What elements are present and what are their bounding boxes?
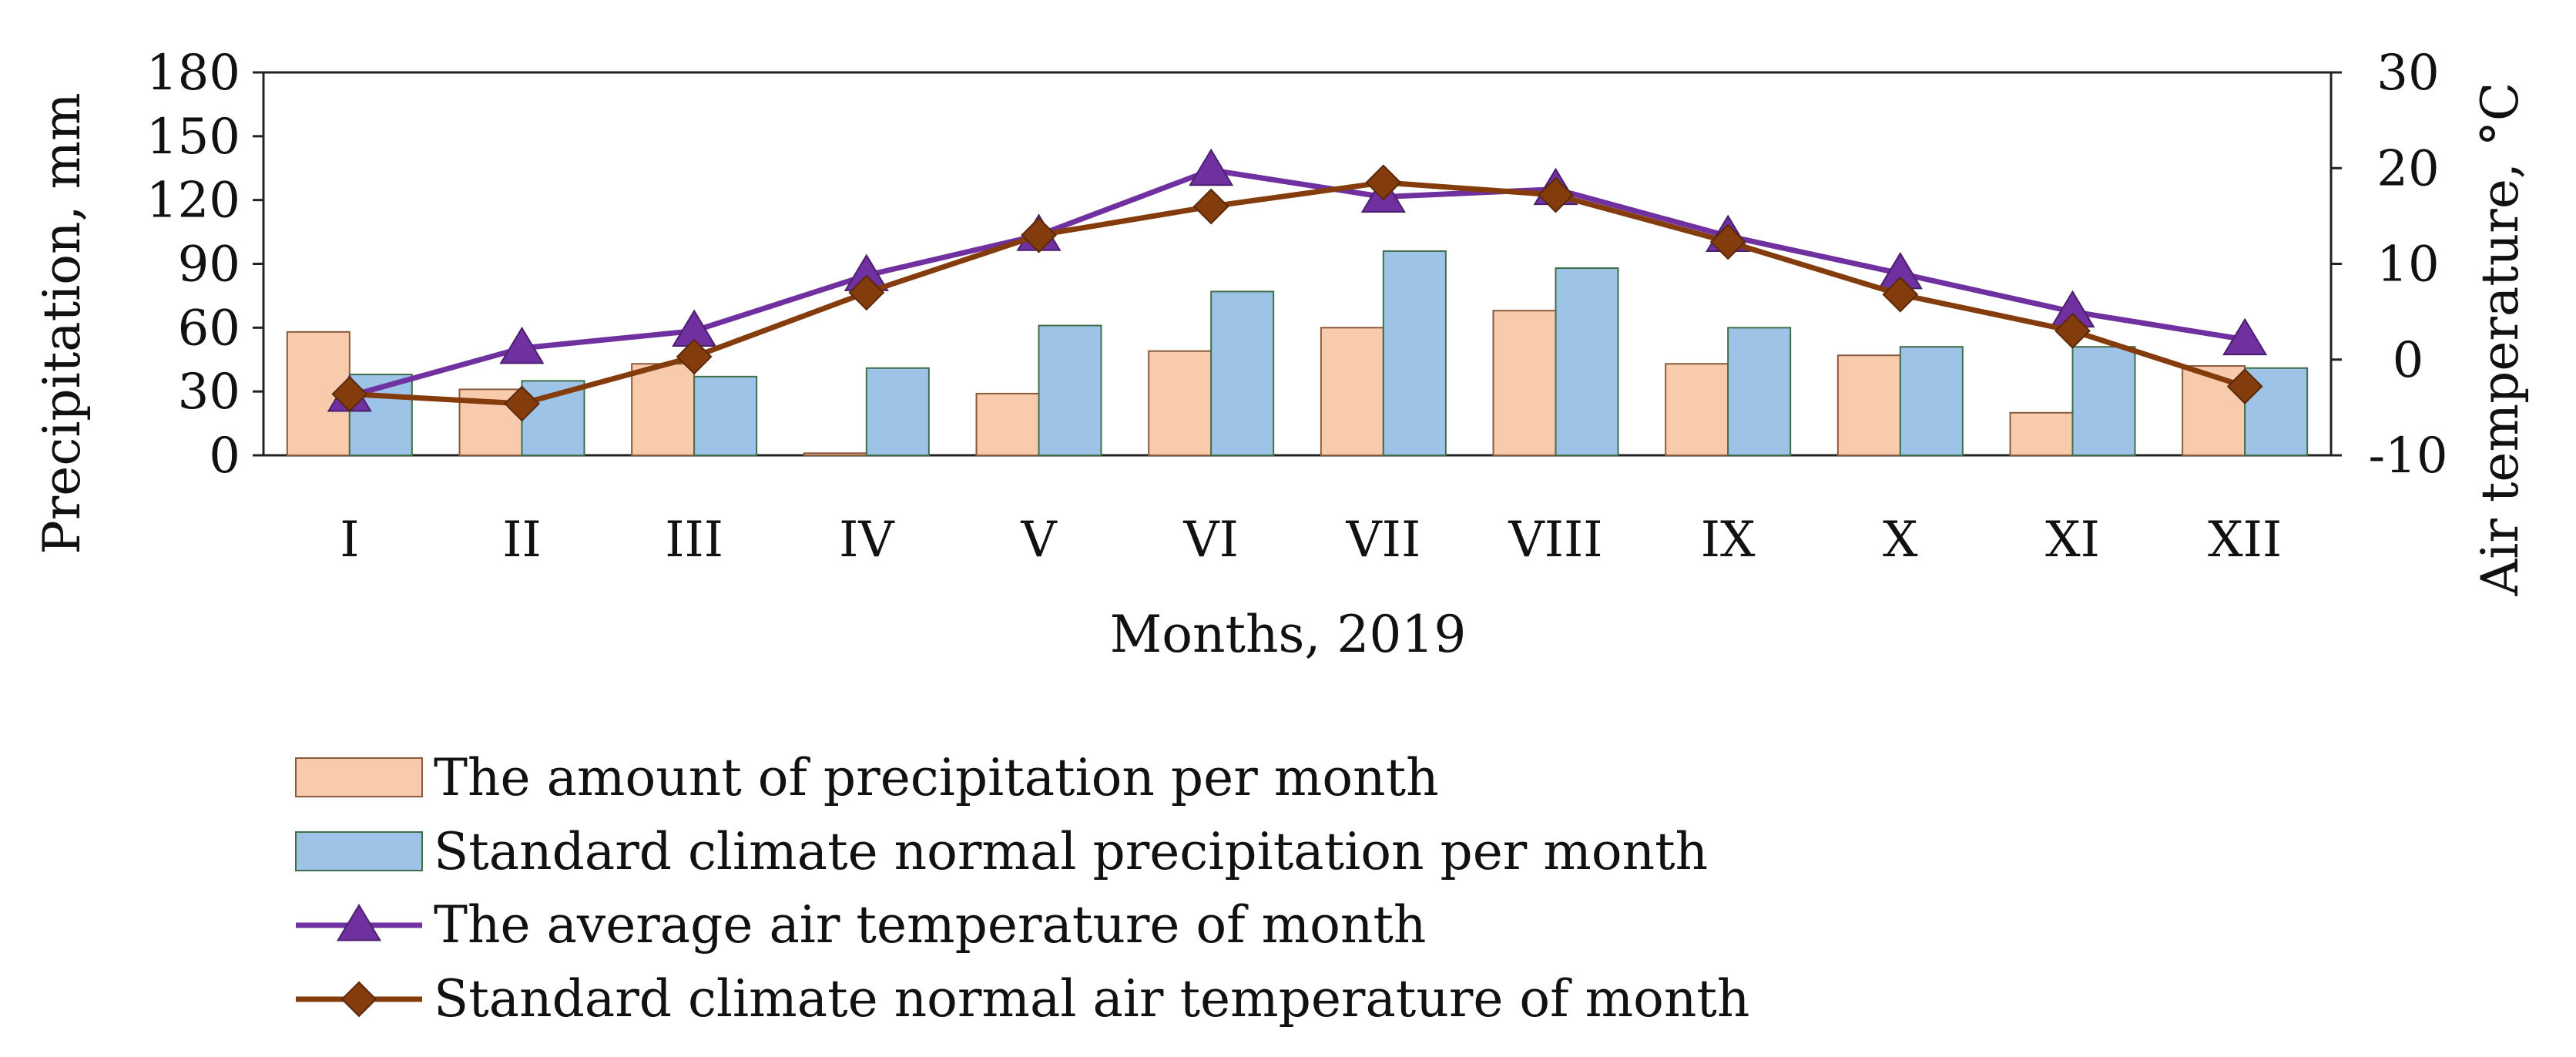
normal-temp-point-I — [331, 376, 368, 412]
y2-axis-title: Air temperature, °C — [2470, 82, 2530, 597]
avg-temp-point-II — [499, 326, 545, 364]
legend-marker-2 — [336, 904, 382, 941]
left-axis-ticks: 0 30 60 90 120 150 180 — [146, 45, 263, 485]
normal-temp-point-IX — [1709, 223, 1746, 260]
legend-marker-3 — [340, 981, 377, 1018]
normal-temp-point-III — [676, 338, 713, 375]
x-tick-label: VIII — [1508, 512, 1602, 569]
y-axis-title: Precipitation, mm — [32, 92, 92, 554]
y-tick-label: 120 — [146, 173, 240, 230]
bar-precipitation-VI — [1148, 350, 1213, 457]
bar-normal-precipitation-IV — [865, 367, 930, 456]
legend-label-1: Standard climate normal precipitation pe… — [434, 822, 1708, 881]
y-tick-label: 150 — [146, 109, 240, 166]
legend: The amount of precipitation per month Sta… — [295, 748, 1749, 1028]
x-tick-label: I — [340, 512, 359, 569]
x-tick-label: X — [1883, 512, 1918, 569]
legend-swatch-1 — [295, 831, 423, 871]
line-avg-temperature — [348, 167, 2246, 399]
legend-swatch-0 — [295, 757, 423, 797]
normal-temp-point-VII — [1365, 164, 1402, 201]
lines-layer — [327, 148, 2268, 422]
normal-temp-point-IV — [848, 274, 885, 311]
y2-tick-label: 30 — [2376, 45, 2439, 102]
y2-tick-label: 20 — [2376, 140, 2439, 197]
bar-precipitation-IV — [803, 452, 867, 457]
legend-label-2: The average air temperature of month — [434, 895, 1426, 955]
x-tick-label: V — [1020, 512, 1058, 569]
bar-normal-precipitation-VIII — [1555, 267, 1619, 456]
normal-temp-point-XII — [2226, 368, 2263, 404]
bar-precipitation-XI — [2009, 411, 2074, 456]
legend-label-3: Standard climate normal air temperature … — [434, 969, 1749, 1028]
normal-temp-point-V — [1021, 216, 1057, 253]
x-axis-ticks: I II III IV V VI VII VIII IX X XI XII — [340, 512, 2282, 569]
x-tick-label: IX — [1701, 512, 1756, 569]
x-tick-label: III — [665, 512, 723, 569]
y-tick-label: 90 — [178, 237, 240, 294]
avg-temp-point-XII — [2222, 317, 2268, 356]
bar-normal-precipitation-III — [693, 375, 758, 457]
x-tick-label: XII — [2208, 512, 2282, 569]
x-tick-label: IV — [839, 512, 895, 569]
y-tick-label: 30 — [178, 364, 240, 421]
x-tick-label: VII — [1345, 512, 1420, 569]
bar-normal-precipitation-XI — [2071, 346, 2136, 456]
bar-precipitation-VII — [1320, 327, 1384, 457]
normal-temp-point-VI — [1192, 188, 1229, 225]
normal-temp-point-VIII — [1538, 176, 1574, 213]
bar-normal-precipitation-VI — [1210, 290, 1275, 456]
bar-normal-precipitation-IX — [1727, 327, 1792, 457]
bar-precipitation-III — [631, 363, 696, 456]
x-tick-label: VI — [1182, 512, 1239, 569]
normal-temp-point-XI — [2054, 313, 2091, 349]
bar-precipitation-X — [1836, 354, 1901, 456]
y2-tick-label: 0 — [2393, 332, 2424, 389]
avg-temp-point-VI — [1189, 148, 1234, 186]
bar-normal-precipitation-II — [521, 380, 585, 456]
y2-tick-label: 10 — [2376, 237, 2439, 294]
x-tick-label: II — [502, 512, 542, 569]
bar-normal-precipitation-X — [1899, 346, 1964, 456]
normal-temp-point-X — [1882, 276, 1919, 313]
bar-normal-precipitation-VII — [1382, 250, 1447, 456]
y-tick-label: 0 — [209, 428, 240, 485]
right-axis-ticks: -10 0 10 20 30 — [2331, 45, 2448, 485]
x-axis-title: Months, 2019 — [1110, 605, 1467, 664]
legend-label-0: The amount of precipitation per month — [434, 748, 1439, 807]
bars-layer — [286, 250, 2309, 457]
y-tick-label: 60 — [178, 300, 240, 357]
normal-temp-point-II — [504, 385, 540, 422]
y2-tick-label: -10 — [2368, 428, 2447, 485]
bar-precipitation-IX — [1665, 363, 1729, 456]
bar-precipitation-VIII — [1492, 310, 1557, 456]
line-normal-temperature — [349, 180, 2246, 407]
x-tick-label: XI — [2045, 512, 2100, 569]
y-tick-label: 180 — [146, 45, 240, 102]
bar-precipitation-V — [975, 392, 1040, 456]
bar-normal-precipitation-V — [1038, 324, 1102, 457]
